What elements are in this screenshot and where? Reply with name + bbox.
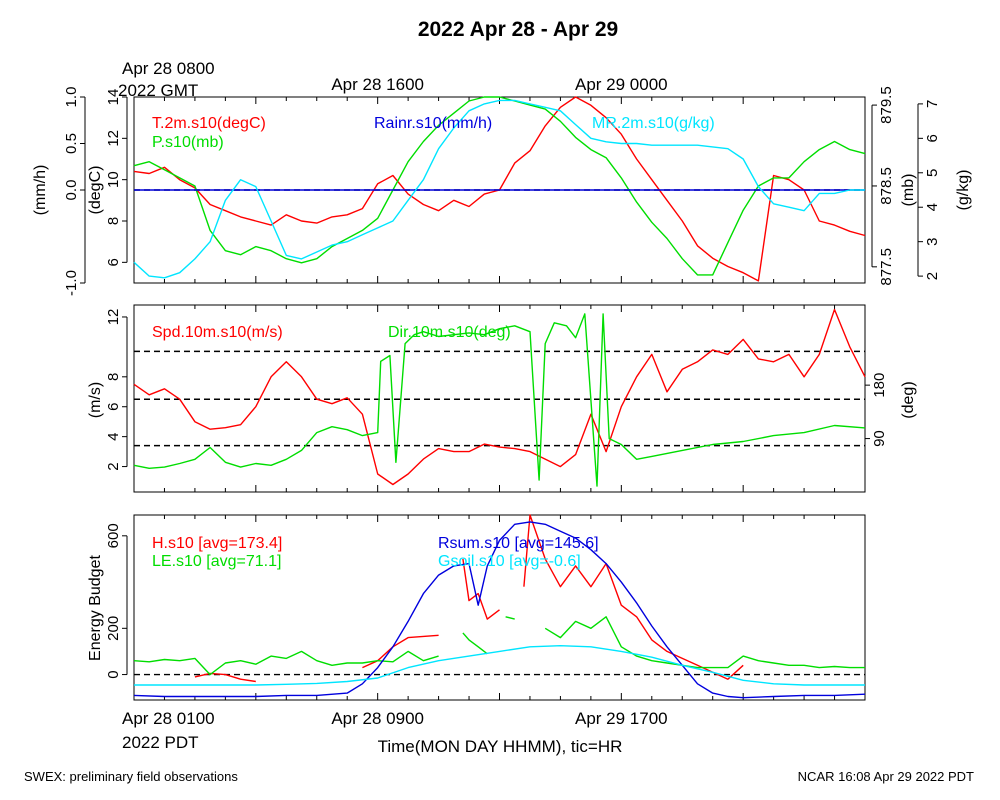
pressure-axis-tick-label: 877.5 (878, 248, 895, 286)
bottom-time-label-sub: 2022 PDT (122, 733, 199, 752)
series-spd (133, 308, 866, 486)
speed-axis-tick-label: 8 (105, 373, 122, 381)
bottom-time-label: Apr 28 0100 (122, 709, 215, 728)
energy-axis-label: Energy Budget (87, 555, 104, 661)
speed-axis-label: (m/s) (87, 382, 104, 418)
legend-entry: Dir.10m.s10(deg) (388, 324, 511, 341)
bottom-time-label: Apr 29 1700 (575, 709, 668, 728)
pressure-axis-tick-label: 878.5 (878, 167, 895, 205)
series-le (133, 616, 865, 676)
legend-entry: Rainr.s10(mm/h) (374, 115, 492, 132)
energy-axis-tick-label: 0 (105, 670, 122, 678)
legend-entry: Spd.10m.s10(m/s) (152, 324, 283, 341)
series-mr (133, 99, 865, 279)
mr-axis-tick-label: 7 (924, 100, 941, 108)
series-gsoil (134, 645, 865, 686)
top-time-label: Apr 28 1600 (331, 75, 424, 94)
temp-axis-tick-label: 8 (105, 217, 122, 225)
series-rsum (133, 521, 866, 699)
mr-axis-tick-label: 2 (924, 272, 941, 280)
series-h (194, 514, 744, 683)
speed-axis-tick-label: 6 (105, 403, 122, 411)
rain-axis-tick-label: -1.0 (63, 270, 80, 296)
panel-meteorology: -1.0 0.0 0.5 1.0 (mm/h) 6 8 10 12 14 (degC) 877.5 87… (32, 86, 972, 296)
series-dir (133, 313, 866, 487)
pressure-axis-label: (mb) (900, 174, 917, 207)
mr-axis-label: (g/kg) (955, 170, 972, 211)
chart-title: 2022 Apr 28 - Apr 29 (418, 18, 618, 41)
temp-axis-tick-label: 12 (105, 130, 122, 147)
temp-axis-tick-label: 10 (105, 171, 122, 188)
energy-axis-tick-label: 200 (105, 616, 122, 641)
top-time-axis: Apr 28 0800 2022 GMT Apr 28 1600 Apr 29 000… (118, 59, 668, 100)
temp-axis-tick-label: 6 (105, 258, 122, 266)
pressure-axis-tick-label: 879.5 (878, 86, 895, 124)
legend-entry: H.s10 [avg=173.4] (152, 535, 282, 552)
series-p (133, 96, 866, 276)
rain-axis-tick-label: 1.0 (63, 87, 80, 108)
dir-axis-tick-label: 180 (871, 373, 888, 398)
dir-axis-tick-label: 90 (871, 430, 888, 447)
footer-left: SWEX: preliminary field observations (24, 769, 238, 784)
mr-axis-tick-label: 5 (924, 169, 941, 177)
energy-axis-tick-label: 600 (105, 523, 122, 548)
top-time-label-sub: 2022 GMT (118, 81, 198, 100)
dir-axis-label: (deg) (900, 381, 917, 418)
bottom-time-label: Apr 28 0900 (331, 709, 424, 728)
legend-entry: LE.s10 [avg=71.1] (152, 553, 281, 570)
speed-axis-tick-label: 4 (105, 432, 122, 440)
rain-axis-tick-label: 0.5 (63, 133, 80, 154)
speed-axis-tick-label: 12 (105, 309, 122, 326)
mr-axis-tick-label: 4 (924, 203, 941, 211)
legend-entry: T.2m.s10(degC) (152, 115, 266, 132)
rain-axis-tick-label: 0.0 (63, 180, 80, 201)
top-time-label: Apr 29 0000 (575, 75, 668, 94)
top-time-label: Apr 28 0800 (122, 59, 215, 78)
footer-right: NCAR 16:08 Apr 29 2022 PDT (798, 769, 974, 784)
bottom-time-axis: Apr 28 0100 2022 PDT Apr 28 0900 Apr 29 170… (122, 709, 668, 752)
mr-axis-tick-label: 3 (924, 237, 941, 245)
speed-axis-tick-label: 2 (105, 462, 122, 470)
legend-entry: P.s10(mb) (152, 134, 224, 151)
panel-wind: 2 4 6 8 12 (m/s) 90 180 (deg) Spd.10m.s10(m/s) Dir… (87, 304, 917, 493)
temp-axis-tick-label: 14 (105, 89, 122, 106)
rain-axis-label: (mm/h) (32, 165, 49, 216)
legend-entry: Gsoil.s10 [avg=-0.6] (438, 553, 581, 570)
legend-entry: MR.2m.s10(g/kg) (592, 115, 715, 132)
legend-entry: Rsum.s10 [avg=145.6] (438, 535, 599, 552)
x-axis-label: Time(MON DAY HHMM), tic=HR (378, 737, 623, 756)
temp-axis-label: (degC) (87, 166, 104, 215)
mr-axis-tick-label: 6 (924, 134, 941, 142)
